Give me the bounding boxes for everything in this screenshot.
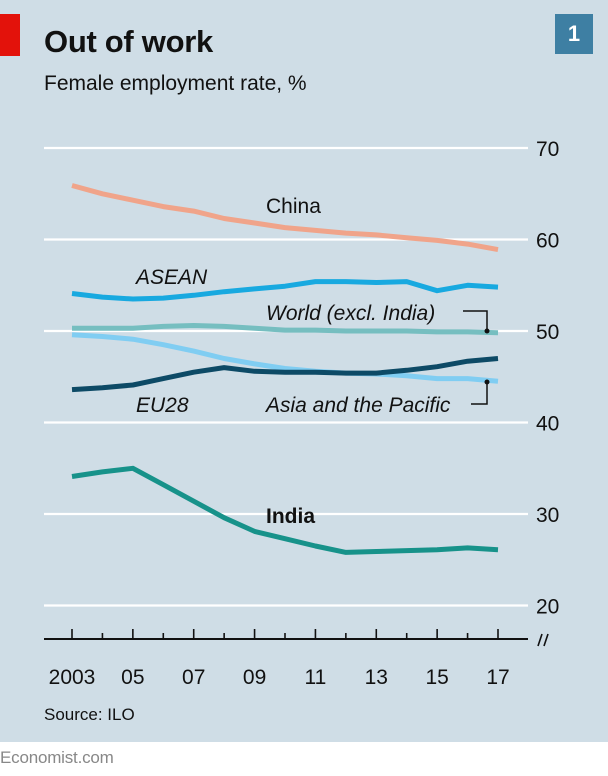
- x-tick-label-17: 17: [486, 666, 509, 689]
- x-axis: 2003 05 07 09 11 13 15 17: [44, 629, 549, 689]
- series-line-world-excl-india: [72, 323, 499, 336]
- axis-break-mark: [537, 633, 549, 647]
- y-tick-label-20: 20: [536, 596, 559, 619]
- series-line-asean: [71, 279, 499, 302]
- leader-asia: [471, 382, 488, 405]
- series-label-eu28: EU28: [136, 394, 189, 417]
- y-tick-label-40: 40: [536, 413, 559, 436]
- series-label-asia-and-the-pacific: Asia and the Pacific: [264, 394, 451, 417]
- series-line-eu28: [71, 356, 499, 393]
- series-label-asean: ASEAN: [134, 266, 208, 289]
- leader-asia-dot: [484, 379, 490, 385]
- series-lines: [71, 183, 499, 555]
- series-labels: China ASEAN World (excl. India) EU28 Asia an…: [134, 195, 451, 528]
- publisher-footer: Economist.com: [0, 748, 114, 767]
- brand-red-tab: [0, 14, 20, 56]
- x-tick-label-2003: 2003: [49, 666, 96, 689]
- line-chart: 20 30 40 50 60 70 2003 05 07 09 11 13 15 17 China ASE…: [44, 138, 559, 689]
- y-tick-label-30: 30: [536, 504, 559, 527]
- y-tick-label-50: 50: [536, 321, 559, 344]
- source-note: Source: ILO: [44, 705, 135, 724]
- x-tick-label-07: 07: [182, 666, 205, 689]
- chart-number-badge: 1: [555, 14, 593, 54]
- label-leaders: [463, 310, 490, 405]
- x-tick-label-15: 15: [425, 666, 448, 689]
- leader-world: [463, 310, 488, 331]
- x-tick-label-11: 11: [305, 666, 327, 689]
- y-tick-label-70: 70: [536, 138, 559, 161]
- series-label-china: China: [266, 195, 321, 218]
- series-line-india: [71, 465, 499, 555]
- series-label-world-excl-india: World (excl. India): [266, 302, 435, 325]
- x-tick-label-09: 09: [243, 666, 266, 689]
- series-line-china: [71, 183, 499, 253]
- series-line-asia-and-the-pacific: [71, 332, 499, 384]
- chart-title: Out of work: [44, 24, 213, 59]
- x-tick-label-05: 05: [121, 666, 144, 689]
- x-tick-label-13: 13: [365, 666, 388, 689]
- y-tick-label-60: 60: [536, 230, 559, 253]
- chart-subtitle: Female employment rate, %: [44, 72, 307, 95]
- series-label-india: India: [266, 505, 315, 528]
- y-axis-tick-labels: 20 30 40 50 60 70: [536, 138, 559, 619]
- leader-world-dot: [484, 328, 490, 334]
